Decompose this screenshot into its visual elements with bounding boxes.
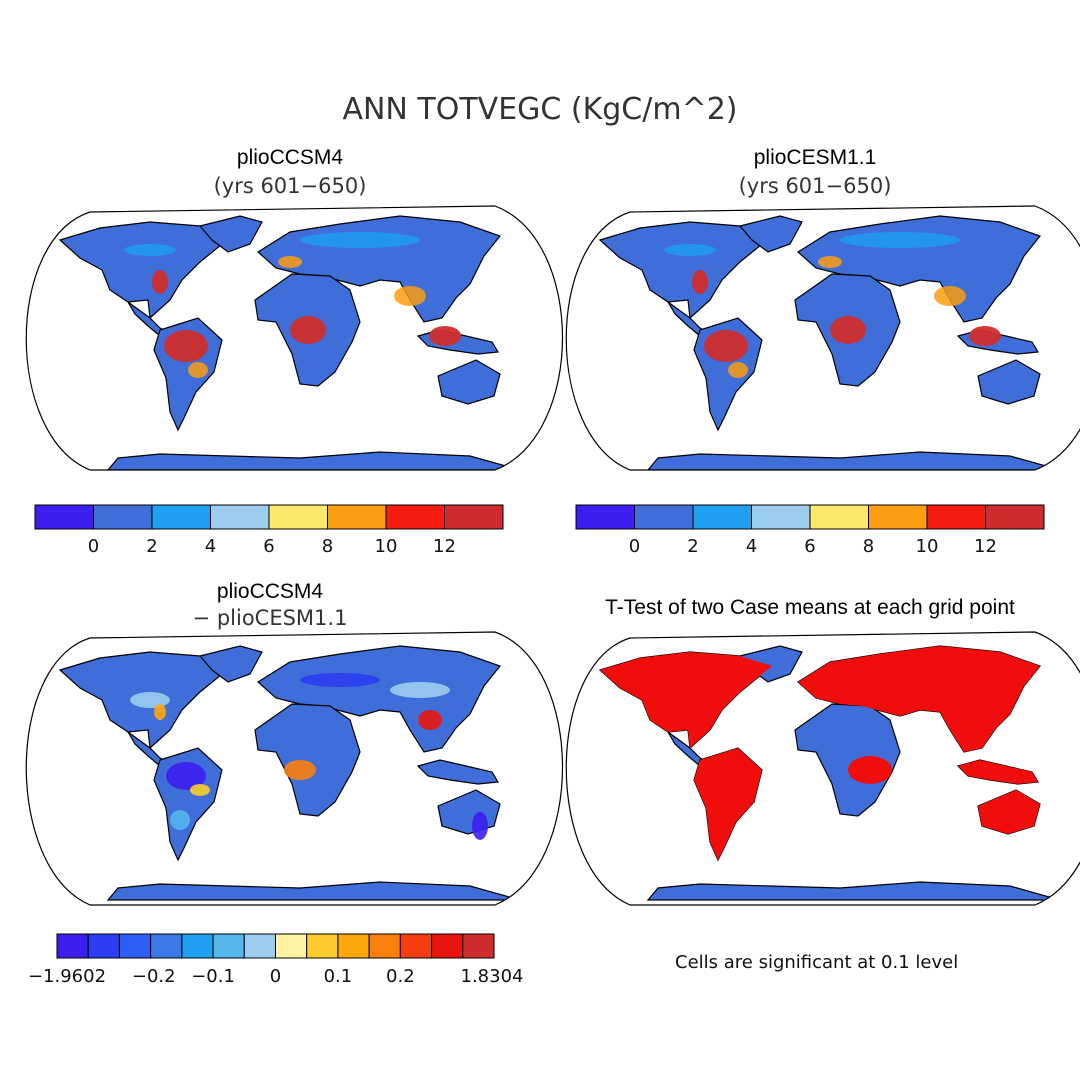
colorbar-tick-label: 12 (433, 536, 456, 557)
positive-diff-regions (154, 704, 442, 796)
colorbar-swatch (431, 933, 464, 959)
australia (437, 359, 501, 405)
boreal-forest-regions (124, 232, 420, 256)
globe-outline-1 (25, 205, 564, 471)
colorbar-tick-label: 4 (746, 536, 757, 557)
colorbar-swatch (692, 504, 752, 530)
colorbar-tick-label: 2 (687, 536, 698, 557)
colorbar-tick-label: 6 (804, 536, 815, 557)
colorbar-swatch (868, 504, 928, 530)
east-us-high (152, 270, 168, 294)
colorbar-tick-label: 0 (629, 536, 640, 557)
panel-1-subtitle: (yrs 601−650) (213, 174, 367, 198)
colorbar-tick-label: 8 (322, 536, 333, 557)
colorbar-swatch (751, 504, 811, 530)
colorbar-swatch (368, 933, 401, 959)
colorbar-swatch (575, 504, 635, 530)
colorbar-tick-label: −1.9602 (28, 966, 106, 987)
panel-3-subtitle: − plioCESM1.1 (192, 606, 348, 630)
map-panel-2 (599, 215, 1061, 470)
colorbar-swatch (634, 504, 694, 530)
north-america (58, 221, 234, 320)
colorbar-swatch (985, 504, 1045, 530)
congo-high (290, 316, 326, 344)
colorbar-swatch (56, 933, 89, 959)
globe-outline-3 (25, 631, 564, 906)
panel-2-subtitle: (yrs 601−650) (738, 174, 892, 198)
panel-4-title: T-Test of two Case means at each grid po… (605, 596, 1015, 619)
colorbar-swatch (275, 933, 308, 959)
amazon-high (164, 330, 208, 362)
colorbar-tick-label: 10 (916, 536, 939, 557)
colorbar-swatch (399, 933, 433, 959)
high-carbon-regions (692, 270, 1001, 362)
map-panel-4 (599, 645, 1061, 901)
significant-cells (600, 646, 1040, 860)
colorbar-tick-label: −0.2 (132, 966, 176, 987)
colorbar-panel-3: −1.9602 −0.2 −0.1 0 0.1 0.2 1.8304 (28, 933, 524, 987)
panel-1-title: plioCCSM4 (236, 146, 344, 169)
colorbar-panel-1: 0 2 4 6 8 10 12 (34, 504, 504, 557)
main-title: ANN TOTVEGC (KgC/m^2) (342, 92, 738, 127)
se-asia-high (429, 326, 461, 346)
negative-diff-regions (130, 673, 488, 840)
map-panel-1 (58, 215, 521, 470)
panel-3-title: plioCCSM4 (216, 580, 324, 603)
colorbar-swatch (306, 933, 339, 959)
globe-outline-2 (565, 205, 1080, 471)
colorbar-tick-label: 0.2 (386, 966, 415, 987)
colorbar-tick-label: 6 (263, 536, 274, 557)
boreal-forest-regions (664, 232, 960, 256)
colorbar-panel-2: 0 2 4 6 8 10 12 (575, 504, 1045, 557)
mid-carbon-regions (728, 256, 966, 378)
map-panel-3 (59, 645, 521, 901)
colorbar-tick-label: 10 (375, 536, 398, 557)
colorbar-swatch (327, 504, 387, 530)
colorbar-tick-label: 0 (270, 966, 281, 987)
colorbar-swatch (385, 504, 445, 530)
colorbar-swatch (181, 933, 214, 959)
mid-carbon-regions (188, 256, 426, 378)
colorbar-swatch (210, 504, 270, 530)
colorbar-tick-label: 0.1 (324, 966, 353, 987)
colorbar-swatch (462, 933, 495, 959)
land-mass (58, 215, 521, 470)
significance-note: Cells are significant at 0.1 level (675, 952, 959, 973)
colorbar-tick-label: 8 (863, 536, 874, 557)
globe-outline-4 (565, 631, 1080, 906)
colorbar-swatch (337, 933, 370, 959)
colorbar-swatch (150, 933, 183, 959)
colorbar-swatch (809, 504, 869, 530)
colorbar-swatch (118, 933, 152, 959)
colorbar-tick-label: 2 (146, 536, 157, 557)
colorbar-swatch (926, 504, 986, 530)
high-carbon-regions (152, 270, 461, 362)
colorbar-swatch (268, 504, 328, 530)
colorbar-tick-label: 0 (88, 536, 99, 557)
colorbar-swatch (93, 504, 153, 530)
colorbar-swatch (34, 504, 94, 530)
colorbar-tick-label: −0.1 (191, 966, 235, 987)
antarctica (106, 451, 521, 470)
panel-2-title: plioCESM1.1 (753, 146, 877, 169)
colorbar-swatch (151, 504, 211, 530)
colorbar-swatch (212, 933, 245, 959)
colorbar-swatch (243, 933, 277, 959)
colorbar-swatch (444, 504, 504, 530)
colorbar-tick-label: 4 (205, 536, 216, 557)
colorbar-tick-label: 1.8304 (461, 966, 524, 987)
greenland (198, 215, 263, 253)
colorbar-swatch (87, 933, 120, 959)
colorbar-tick-label: 12 (974, 536, 997, 557)
